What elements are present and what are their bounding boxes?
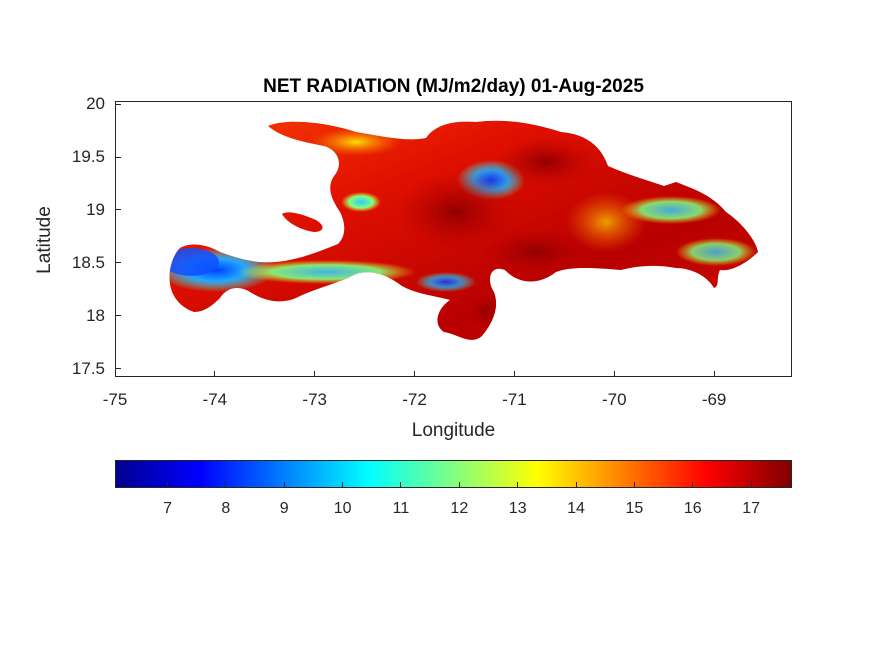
colorbar-tick-label: 11 [392, 500, 410, 517]
y-tick-mark [115, 315, 121, 317]
colorbar-tick-mark [342, 482, 344, 487]
colorbar-tick-label: 13 [508, 500, 527, 517]
x-tick-mark [314, 371, 316, 377]
x-tick-mark [214, 371, 216, 377]
colorbar-tick-label: 16 [683, 500, 702, 517]
colorbar-tick-label: 7 [163, 500, 172, 517]
colorbar-tick-mark [750, 482, 752, 487]
x-tick-label: -74 [202, 390, 228, 409]
x-tick-mark [414, 371, 416, 377]
colorbar-tick-mark [283, 482, 285, 487]
x-tick-label: -73 [302, 390, 327, 409]
y-axis-title: Latitude [34, 206, 55, 274]
y-tick-mark [115, 368, 121, 370]
colorbar-tick-label: 17 [742, 500, 761, 517]
colorbar-tick-mark [458, 482, 460, 487]
colorbar-tick-mark [167, 482, 169, 487]
x-tick-mark [713, 371, 715, 377]
y-tick-mark [115, 209, 121, 211]
y-tick-label: 19 [86, 199, 105, 219]
radiation-map [169, 120, 758, 340]
y-tick-label: 18 [86, 305, 105, 325]
y-tick-mark [115, 156, 121, 158]
colorbar-tick-mark [517, 482, 519, 487]
colorbar-tick-label: 9 [279, 500, 289, 517]
colorbar-tick-mark [692, 482, 694, 487]
x-tick-mark [513, 371, 515, 377]
colorbar-tick-mark [400, 482, 402, 487]
colorbar-tick-mark [225, 482, 227, 487]
colorbar [115, 460, 792, 488]
x-axis-title: Longitude [411, 420, 496, 441]
colorbar-tick-label: 10 [333, 500, 352, 517]
y-tick-label: 20 [86, 94, 105, 114]
colorbar-tick-mark [633, 482, 635, 487]
y-tick-mark [115, 103, 121, 105]
colorbar-tick-label: 8 [221, 500, 231, 517]
map-title: NET RADIATION (MJ/m2/day) 01-Aug-2025 [263, 76, 644, 97]
map-plot-area [115, 101, 792, 377]
colorbar-tick-mark [575, 482, 577, 487]
x-tick-label: -71 [502, 390, 527, 409]
x-tick-label: -75 [102, 390, 128, 409]
x-tick-label: -70 [601, 390, 627, 409]
colorbar-tick-label: 15 [625, 500, 644, 517]
island-shading [169, 120, 758, 340]
colorbar-tick-label: 14 [567, 500, 585, 517]
x-tick-label: -69 [701, 390, 727, 409]
y-tick-mark [115, 262, 121, 264]
y-tick-label: 17.5 [71, 358, 105, 378]
x-tick-label: -72 [402, 390, 427, 409]
colorbar-tick-label: 12 [450, 500, 469, 517]
x-tick-mark [114, 371, 116, 377]
y-tick-label: 19.5 [71, 147, 105, 167]
x-tick-mark [613, 371, 615, 377]
y-tick-label: 18.5 [71, 252, 105, 272]
